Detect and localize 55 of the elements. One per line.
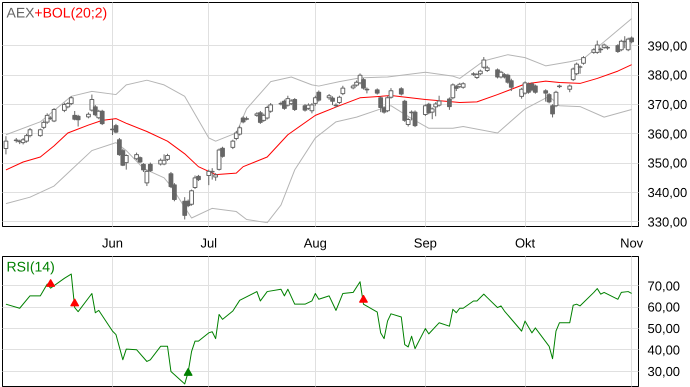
x-tick-label: Okt	[514, 236, 536, 250]
candlestick	[4, 136, 8, 155]
candlestick	[100, 109, 105, 126]
point	[46, 278, 56, 287]
y-tick-label: 390,00	[648, 38, 688, 54]
candlestick	[622, 36, 628, 49]
candlestick	[292, 98, 298, 112]
line-series	[5, 96, 632, 224]
text: AEX	[6, 4, 36, 20]
y-tick-label: 370,00	[648, 97, 688, 112]
y-tick-label: 380,00	[648, 68, 688, 83]
y-tick-label: 70,00	[648, 278, 680, 294]
x-tick-label: Aug	[304, 236, 327, 250]
x-tick-label: Jul	[200, 236, 218, 250]
candlestick	[532, 84, 538, 94]
series-label: RSI(14)	[6, 258, 55, 274]
candlestick	[412, 110, 418, 128]
candlestick	[162, 154, 166, 166]
point	[70, 298, 80, 306]
candlestick	[89, 94, 94, 112]
candlestick	[52, 108, 56, 123]
y-tick-label: 40,00	[648, 342, 680, 358]
candlestick	[216, 148, 222, 171]
candlestick	[481, 56, 486, 70]
candlestick	[62, 102, 67, 113]
y-tick-label: 330,00	[648, 214, 688, 230]
candlestick	[543, 88, 548, 102]
candlestick	[210, 168, 215, 180]
candlestick	[402, 99, 408, 122]
y-tick-label: 340,00	[648, 184, 688, 200]
candlestick	[340, 85, 346, 96]
text: +BOL(20;2)	[34, 4, 108, 20]
y-tick-label: 60,00	[648, 300, 680, 315]
candlestick	[594, 40, 600, 54]
candlestick	[237, 125, 242, 136]
candlestick	[378, 96, 384, 113]
line-series	[5, 274, 632, 384]
x-tick-label: Jun	[102, 236, 123, 250]
y-tick-label: 360,00	[648, 126, 688, 142]
candlestick	[192, 174, 198, 190]
candlestick	[361, 78, 366, 90]
y-tick-label: 50,00	[648, 321, 680, 336]
candlestick	[114, 123, 118, 134]
y-tick-label: 30,00	[648, 364, 680, 379]
x-tick-label: Sep	[414, 236, 437, 250]
point	[184, 368, 193, 376]
candlestick	[316, 90, 322, 102]
point	[358, 294, 368, 303]
candlestick	[189, 189, 194, 206]
candlestick	[76, 114, 81, 128]
y-tick-label: 350,00	[648, 156, 688, 171]
candlestick	[546, 92, 552, 104]
x-tick-label: Nov	[620, 236, 644, 250]
candlestick	[124, 154, 129, 170]
candlestick	[618, 39, 624, 52]
